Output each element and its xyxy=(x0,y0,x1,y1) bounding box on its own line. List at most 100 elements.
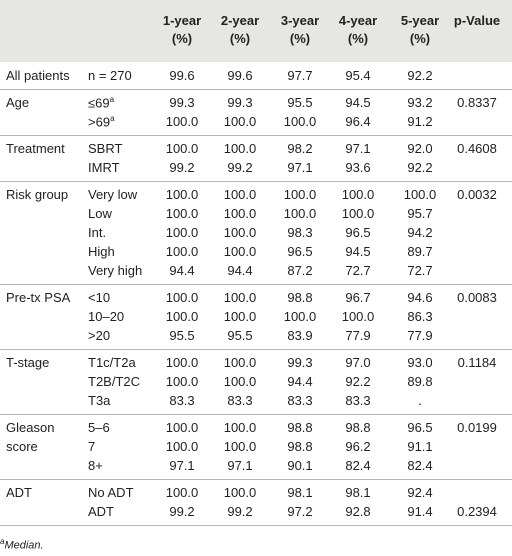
cell-value: 99.6 xyxy=(169,68,195,83)
cell-value: 95.5 xyxy=(287,95,313,110)
cell-value: 77.9 xyxy=(407,328,433,343)
cell-value: 89.7 xyxy=(407,244,433,259)
cell-value: 96.2 xyxy=(345,439,371,454)
cell-value: 99.6 xyxy=(227,68,253,83)
separator xyxy=(0,134,512,136)
sub-label: Very low xyxy=(88,187,138,202)
cell-value: 91.1 xyxy=(407,439,433,454)
separator xyxy=(0,283,512,285)
cell-value: 94.4 xyxy=(287,374,313,389)
cell-value: 97.2 xyxy=(287,504,313,519)
cell-value: 82.4 xyxy=(407,458,433,473)
separator xyxy=(0,413,512,415)
cell-value: 100.0 xyxy=(341,187,375,202)
cell-value: 100.0 xyxy=(223,114,257,129)
cell-value: . xyxy=(418,393,422,408)
cell-value: 100.0 xyxy=(223,355,257,370)
sub-label: IMRT xyxy=(88,160,120,175)
cell-value: 94.2 xyxy=(407,225,433,240)
cell-value: 96.5 xyxy=(287,244,313,259)
cell-value: 100.0 xyxy=(283,206,317,221)
sub-label: <10 xyxy=(88,290,111,305)
cell-value: 83.3 xyxy=(169,393,195,408)
cell-value: 99.2 xyxy=(169,160,195,175)
cell-value: 99.3 xyxy=(227,95,253,110)
cell-value: 98.8 xyxy=(345,420,371,435)
cell-value: 91.4 xyxy=(407,504,433,519)
cell-value: 100.0 xyxy=(223,244,257,259)
cell-value: 100.0 xyxy=(223,225,257,240)
footnote-text: Median. xyxy=(4,539,44,552)
cell-value: 93.0 xyxy=(407,355,433,370)
cell-value: 92.8 xyxy=(345,504,371,519)
row-label: Pre-tx PSA xyxy=(6,290,71,305)
cell-value: 96.7 xyxy=(345,290,371,305)
p-value: 0.0032 xyxy=(457,187,497,202)
cell-value: 99.2 xyxy=(169,504,195,519)
cell-value: 100.0 xyxy=(283,309,317,324)
sub-label: SBRT xyxy=(88,141,123,156)
cell-value: 99.3 xyxy=(287,355,313,370)
sub-label: T1c/T2a xyxy=(88,355,136,370)
row-label: All patients xyxy=(6,68,70,83)
cell-value: 92.0 xyxy=(407,141,433,156)
separator xyxy=(0,88,512,90)
p-value: 0.2394 xyxy=(457,504,497,519)
cell-value: 100.0 xyxy=(341,309,375,324)
p-value: 0.0083 xyxy=(457,290,497,305)
sub-label: No ADT xyxy=(88,485,134,500)
cell-value: 100.0 xyxy=(223,141,257,156)
column-header: 2-year xyxy=(220,13,260,28)
cell-value: 94.6 xyxy=(407,290,433,305)
cell-value: 100.0 xyxy=(283,187,317,202)
cell-value: 96.5 xyxy=(345,225,371,240)
cell-value: 100.0 xyxy=(165,206,199,221)
cell-value: 92.2 xyxy=(407,160,433,175)
cell-value: 98.8 xyxy=(287,290,313,305)
cell-value: 92.2 xyxy=(407,68,433,83)
cell-value: 100.0 xyxy=(165,485,199,500)
cell-value: 83.3 xyxy=(345,393,371,408)
cell-value: 100.0 xyxy=(223,439,257,454)
cell-value: 100.0 xyxy=(223,374,257,389)
cell-value: 100.0 xyxy=(223,420,257,435)
cell-value: 100.0 xyxy=(165,439,199,454)
cell-value: 86.3 xyxy=(407,309,433,324)
column-header: 5-year xyxy=(400,13,440,28)
header-background xyxy=(0,0,512,62)
cell-value: 94.5 xyxy=(345,95,371,110)
cell-value: 93.6 xyxy=(345,160,371,175)
cell-value: 98.1 xyxy=(345,485,371,500)
cell-value: 92.2 xyxy=(345,374,371,389)
separator xyxy=(0,348,512,350)
cell-value: 99.3 xyxy=(169,95,195,110)
sub-label: ADT xyxy=(88,504,114,519)
sub-label: High xyxy=(88,244,115,259)
sub-label: ≤69a xyxy=(88,95,115,111)
cell-value: 95.7 xyxy=(407,206,433,221)
sub-label: 8+ xyxy=(88,458,103,473)
cell-value: 100.0 xyxy=(165,187,199,202)
sub-label: Very high xyxy=(88,263,143,278)
footnote-marker: a xyxy=(109,95,115,104)
cell-value: 100.0 xyxy=(223,290,257,305)
cell-value: 100.0 xyxy=(283,114,317,129)
cell-value: 97.1 xyxy=(169,458,195,473)
cell-value: 98.8 xyxy=(287,439,313,454)
sub-label: Low xyxy=(88,206,112,221)
row-label: T-stage xyxy=(6,355,50,370)
footnote: aMedian. xyxy=(0,537,44,552)
cell-value: 100.0 xyxy=(165,420,199,435)
cell-value: 95.4 xyxy=(345,68,371,83)
p-value: 0.0199 xyxy=(457,420,497,435)
cell-value: 98.1 xyxy=(287,485,313,500)
cell-value: 100.0 xyxy=(165,141,199,156)
p-value: 0.4608 xyxy=(457,141,497,156)
cell-value: 97.0 xyxy=(345,355,371,370)
cell-value: 100.0 xyxy=(403,187,437,202)
cell-value: 100.0 xyxy=(165,244,199,259)
footnote-marker: a xyxy=(0,537,5,546)
sub-label: >20 xyxy=(88,328,111,343)
cell-value: 97.7 xyxy=(287,68,313,83)
